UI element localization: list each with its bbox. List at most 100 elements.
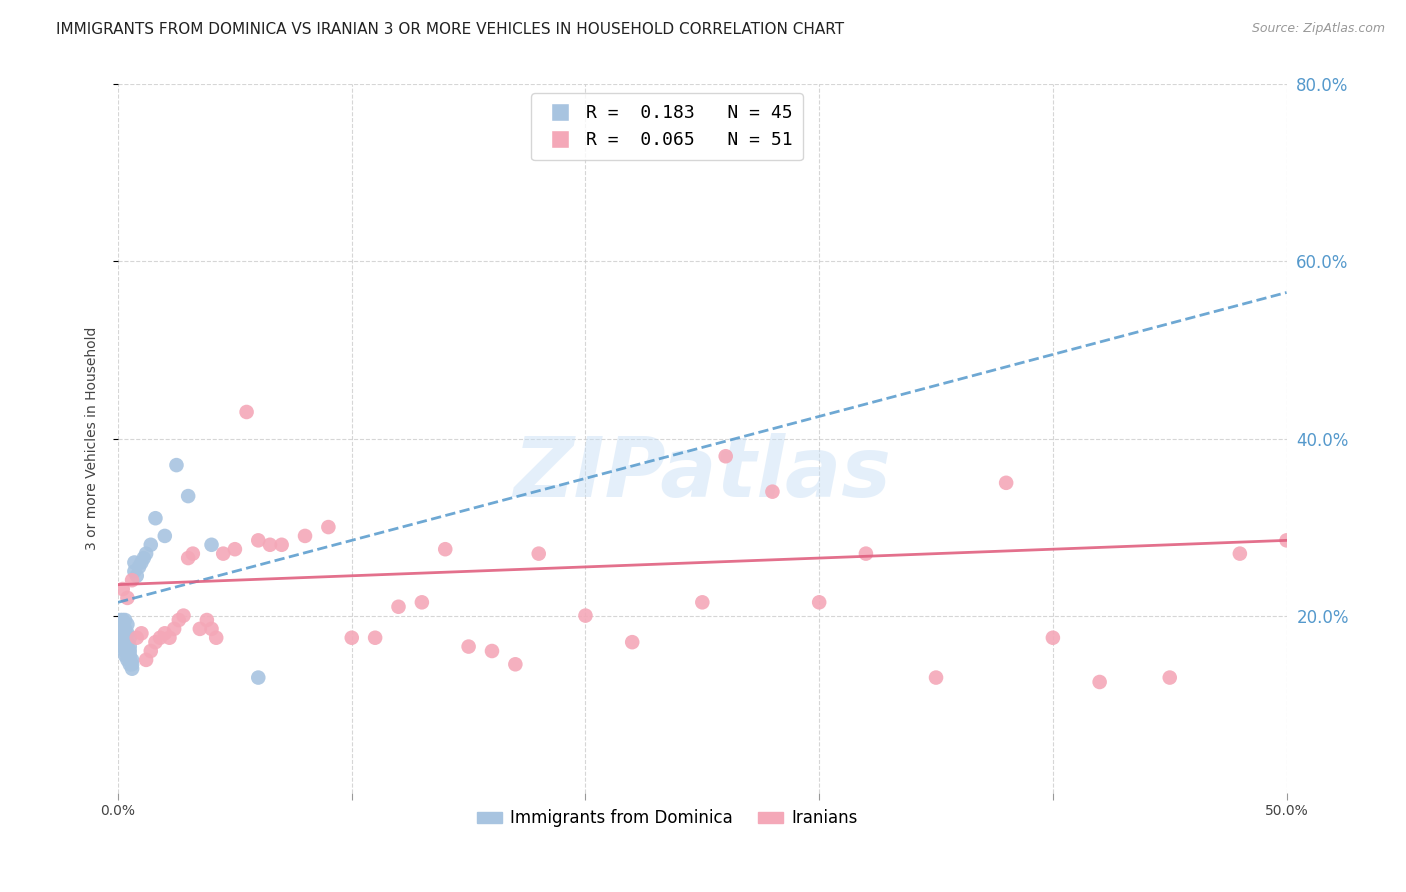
Point bbox=[995, 475, 1018, 490]
Text: Source: ZipAtlas.com: Source: ZipAtlas.com bbox=[1251, 22, 1385, 36]
Point bbox=[118, 648, 141, 663]
Point bbox=[195, 613, 218, 627]
Point bbox=[121, 573, 143, 587]
Point bbox=[128, 560, 150, 574]
Point bbox=[387, 599, 409, 614]
Point bbox=[118, 631, 141, 645]
Point bbox=[457, 640, 479, 654]
Point bbox=[181, 547, 204, 561]
Point bbox=[411, 595, 433, 609]
Point bbox=[177, 551, 200, 566]
Point bbox=[117, 640, 139, 654]
Point bbox=[145, 635, 167, 649]
Point bbox=[111, 622, 134, 636]
Point bbox=[111, 640, 134, 654]
Point bbox=[855, 547, 877, 561]
Point bbox=[139, 644, 162, 658]
Point bbox=[118, 653, 141, 667]
Point bbox=[121, 662, 143, 676]
Point bbox=[114, 635, 136, 649]
Point bbox=[117, 653, 139, 667]
Point bbox=[159, 631, 181, 645]
Point bbox=[131, 556, 153, 570]
Point bbox=[139, 538, 162, 552]
Point bbox=[110, 631, 132, 645]
Point bbox=[118, 640, 141, 654]
Point bbox=[114, 622, 136, 636]
Point bbox=[761, 484, 783, 499]
Point bbox=[125, 631, 148, 645]
Point bbox=[1042, 631, 1064, 645]
Point bbox=[434, 542, 457, 557]
Point bbox=[131, 626, 153, 640]
Point bbox=[200, 538, 222, 552]
Point bbox=[173, 608, 195, 623]
Point bbox=[340, 631, 363, 645]
Point bbox=[621, 635, 644, 649]
Point bbox=[205, 631, 228, 645]
Point bbox=[118, 644, 141, 658]
Point bbox=[1275, 533, 1298, 548]
Point bbox=[118, 657, 141, 672]
Point bbox=[1159, 671, 1181, 685]
Point bbox=[114, 613, 136, 627]
Text: IMMIGRANTS FROM DOMINICA VS IRANIAN 3 OR MORE VEHICLES IN HOUSEHOLD CORRELATION : IMMIGRANTS FROM DOMINICA VS IRANIAN 3 OR… bbox=[56, 22, 845, 37]
Point bbox=[714, 449, 737, 463]
Point bbox=[114, 644, 136, 658]
Point bbox=[808, 595, 831, 609]
Point bbox=[111, 582, 134, 596]
Text: ZIPatlas: ZIPatlas bbox=[513, 434, 891, 515]
Point bbox=[135, 547, 157, 561]
Point bbox=[200, 622, 222, 636]
Point bbox=[294, 529, 316, 543]
Y-axis label: 3 or more Vehicles in Household: 3 or more Vehicles in Household bbox=[86, 326, 100, 550]
Point bbox=[481, 644, 503, 658]
Point bbox=[505, 657, 527, 672]
Point bbox=[574, 608, 596, 623]
Point bbox=[114, 631, 136, 645]
Point bbox=[270, 538, 292, 552]
Point bbox=[117, 617, 139, 632]
Point bbox=[117, 635, 139, 649]
Point bbox=[117, 644, 139, 658]
Point bbox=[212, 547, 235, 561]
Point bbox=[125, 568, 148, 582]
Point bbox=[235, 405, 257, 419]
Point bbox=[1088, 675, 1111, 690]
Point bbox=[132, 551, 155, 566]
Point bbox=[110, 613, 132, 627]
Point bbox=[117, 648, 139, 663]
Point bbox=[247, 671, 270, 685]
Point bbox=[318, 520, 340, 534]
Point bbox=[124, 556, 146, 570]
Legend: Immigrants from Dominica, Iranians: Immigrants from Dominica, Iranians bbox=[470, 803, 865, 834]
Point bbox=[163, 622, 186, 636]
Point bbox=[149, 631, 172, 645]
Point bbox=[110, 622, 132, 636]
Point bbox=[177, 489, 200, 503]
Point bbox=[1229, 547, 1251, 561]
Point bbox=[692, 595, 714, 609]
Point bbox=[114, 640, 136, 654]
Point bbox=[114, 648, 136, 663]
Point bbox=[111, 631, 134, 645]
Point bbox=[117, 626, 139, 640]
Point bbox=[259, 538, 281, 552]
Point bbox=[167, 613, 190, 627]
Point bbox=[153, 529, 176, 543]
Point bbox=[166, 458, 188, 472]
Point bbox=[247, 533, 270, 548]
Point bbox=[224, 542, 246, 557]
Point bbox=[135, 653, 157, 667]
Point bbox=[925, 671, 948, 685]
Point bbox=[117, 591, 139, 605]
Point bbox=[121, 657, 143, 672]
Point bbox=[124, 565, 146, 579]
Point bbox=[111, 613, 134, 627]
Point bbox=[145, 511, 167, 525]
Point bbox=[121, 653, 143, 667]
Point bbox=[111, 635, 134, 649]
Point bbox=[364, 631, 387, 645]
Point bbox=[188, 622, 211, 636]
Point bbox=[527, 547, 550, 561]
